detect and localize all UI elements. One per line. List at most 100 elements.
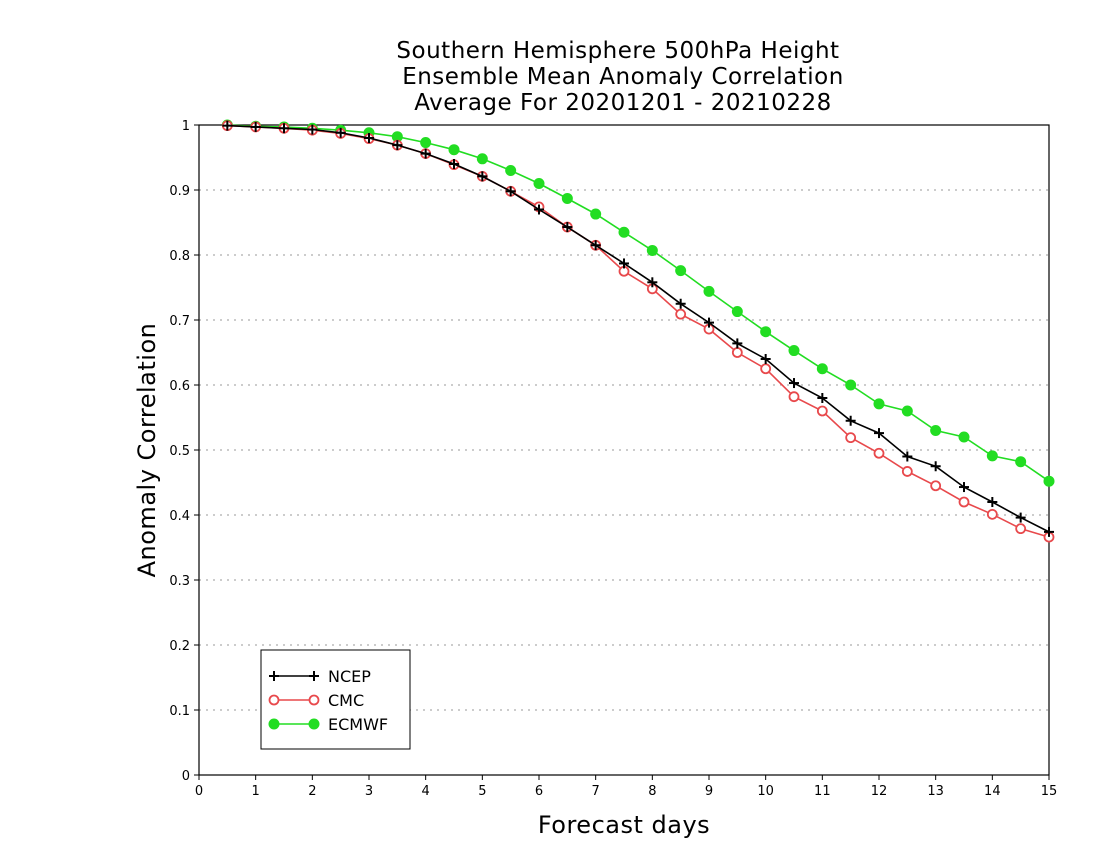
data-point-ecmwf — [618, 226, 630, 238]
title-line-2: Ensemble Mean Anomaly Correlation — [402, 64, 844, 90]
data-point-cmc — [986, 508, 998, 520]
x-tick-label: 7 — [592, 784, 600, 799]
data-point-ncep — [732, 338, 743, 349]
data-point-ecmwf — [873, 398, 885, 410]
legend-marker-ecmwf — [308, 718, 320, 730]
data-point-cmc — [901, 466, 913, 477]
x-tick-label: 15 — [1041, 784, 1058, 799]
data-point-ecmwf — [420, 137, 432, 149]
data-point-ncep — [562, 222, 573, 233]
x-tick-label: 5 — [478, 784, 486, 799]
data-point-ncep — [647, 277, 658, 288]
data-point-ecmwf — [476, 153, 488, 165]
data-point-ncep — [279, 123, 289, 134]
series-ecmwf — [221, 119, 1055, 487]
data-point-cmc — [845, 432, 857, 444]
data-point-ecmwf — [1043, 475, 1055, 487]
y-tick-label: 0.7 — [169, 314, 190, 329]
x-tick-label: 8 — [648, 784, 656, 799]
title-line-3: Average For 20201201 - 20210228 — [414, 90, 832, 116]
data-point-cmc — [1015, 523, 1027, 535]
series-cmc — [221, 120, 1055, 543]
data-point-ecmwf — [533, 178, 545, 189]
y-axis-label: Anomaly Correlation — [133, 323, 161, 578]
chart-title: Southern Hemisphere 500hPa Height Ensemb… — [396, 38, 843, 116]
y-tick-label: 0.9 — [169, 184, 190, 199]
data-point-ecmwf — [958, 431, 970, 443]
data-point-ncep — [1015, 512, 1026, 523]
data-point-cmc — [816, 405, 828, 417]
data-point-ncep — [505, 186, 516, 197]
series-layer — [221, 119, 1055, 543]
data-point-ecmwf — [901, 405, 913, 417]
x-tick-label: 12 — [871, 784, 888, 799]
data-point-ncep — [789, 378, 799, 389]
data-point-ecmwf — [703, 285, 715, 297]
legend-marker-ecmwf — [268, 718, 280, 730]
data-point-ncep — [930, 461, 941, 472]
data-point-ecmwf — [448, 144, 460, 156]
data-point-ecmwf — [646, 244, 658, 256]
legend-marker-cmc — [268, 694, 280, 706]
series-line-ncep — [227, 124, 1050, 533]
data-point-ncep — [364, 133, 374, 143]
data-point-ncep — [1044, 526, 1054, 537]
legend-label-cmc: CMC — [328, 691, 364, 710]
legend-marker-ncep — [269, 671, 279, 681]
data-point-ecmwf — [845, 379, 857, 391]
y-tick-label: 0.4 — [169, 509, 190, 524]
y-tick-label: 0.1 — [169, 704, 190, 719]
data-point-ecmwf — [731, 306, 743, 318]
x-tick-label: 9 — [705, 784, 713, 799]
y-tick-label: 1 — [182, 119, 190, 134]
y-tick-label: 0.8 — [169, 249, 190, 264]
data-point-ncep — [817, 393, 828, 403]
legend-label-ecmwf: ECMWF — [328, 715, 388, 734]
x-tick-label: 14 — [984, 784, 1001, 799]
data-point-cmc — [930, 480, 942, 492]
series-line-cmc — [227, 124, 1050, 538]
y-tick-label: 0 — [182, 769, 190, 784]
data-point-ncep — [874, 428, 884, 439]
data-point-ncep — [420, 148, 431, 159]
legend-item-ncep: NCEP — [269, 667, 371, 686]
y-tick-label: 0.2 — [169, 639, 190, 654]
data-point-ecmwf — [986, 450, 998, 462]
x-tick-label: 1 — [252, 784, 260, 799]
x-tick-label: 4 — [422, 784, 430, 799]
data-point-cmc — [675, 308, 687, 320]
data-point-ncep — [987, 497, 998, 507]
data-point-ecmwf — [675, 265, 687, 277]
series-line-ecmwf — [227, 124, 1050, 482]
legend-marker-cmc — [308, 694, 320, 706]
data-point-ecmwf — [930, 425, 942, 436]
data-point-ncep — [250, 121, 261, 132]
x-tick-label: 11 — [814, 784, 831, 799]
data-point-ncep — [959, 482, 969, 493]
x-tick-label: 3 — [365, 784, 373, 799]
data-point-cmc — [760, 363, 772, 375]
legend-item-cmc: CMC — [268, 691, 364, 710]
data-point-ncep — [335, 127, 346, 138]
x-tick-label: 0 — [195, 784, 203, 799]
data-point-ncep — [307, 124, 318, 135]
x-tick-label: 13 — [927, 784, 944, 799]
y-tick-label: 0.3 — [169, 574, 190, 589]
x-tick-label: 2 — [308, 784, 316, 799]
y-axis: 0 0.1 0.2 0.3 0.4 0.5 0.6 0.7 0.8 0.9 1 — [169, 119, 199, 784]
data-point-ncep — [902, 451, 913, 462]
x-axis: 0 1 2 3 4 5 6 7 8 9 10 11 12 13 14 15 — [195, 775, 1057, 799]
data-point-ncep — [534, 204, 544, 215]
data-point-ncep — [845, 415, 856, 426]
x-tick-label: 10 — [757, 784, 774, 799]
legend-marker-ncep — [309, 671, 319, 681]
legend-label-ncep: NCEP — [328, 667, 371, 686]
data-point-ecmwf — [788, 345, 800, 357]
data-point-ncep — [449, 159, 459, 169]
x-axis-label: Forecast days — [538, 811, 710, 839]
y-tick-label: 0.5 — [169, 444, 190, 459]
data-point-ncep — [619, 258, 629, 269]
series-ncep — [222, 120, 1054, 537]
data-point-cmc — [873, 447, 885, 459]
